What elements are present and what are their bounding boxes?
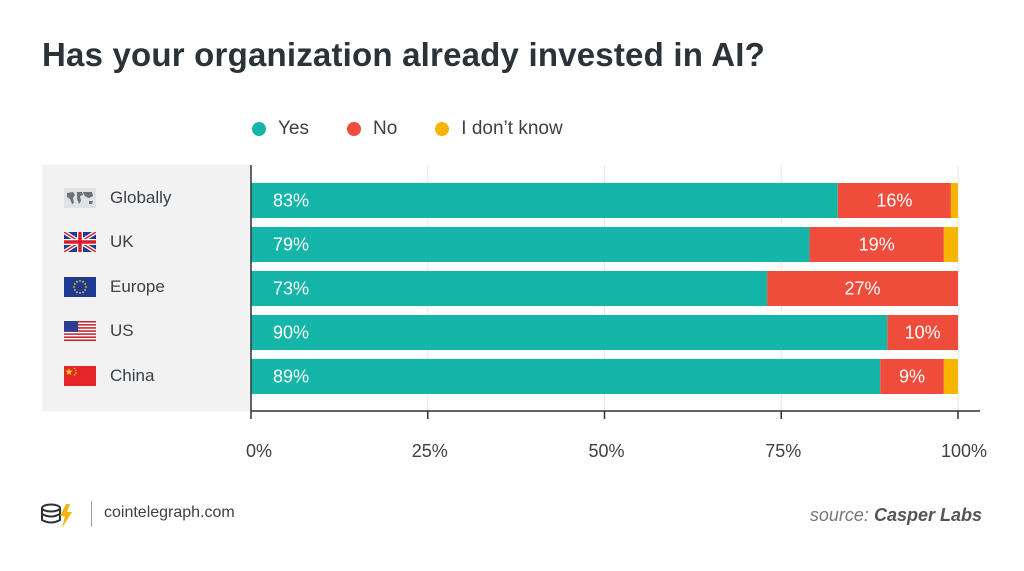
bar-us-yes — [251, 315, 888, 350]
legend-label-yes: Yes — [278, 118, 309, 139]
bar-label-china-yes: 89% — [273, 367, 309, 387]
bar-globally-no — [837, 183, 951, 218]
bar-europe-yes — [251, 271, 768, 306]
bar-uk-no — [809, 227, 944, 262]
bar-globally-i-don-t-know — [950, 183, 958, 218]
legend: Yes No I don’t know — [252, 118, 601, 140]
x-tick-label-25: 25% — [412, 441, 448, 461]
x-tick-label-100: 100% — [941, 441, 987, 461]
bar-globally-yes — [251, 183, 838, 218]
country-label-us: US — [110, 321, 134, 340]
country-label-europe: Europe — [110, 277, 165, 296]
bar-label-europe-no: 27% — [845, 279, 881, 299]
country-row-europe: Europe — [64, 277, 165, 297]
source-prefix: source: — [809, 505, 869, 525]
legend-label-no: No — [373, 118, 398, 139]
footer-site-link[interactable]: cointelegraph.com — [104, 504, 235, 521]
legend-dot-dont-know — [435, 122, 450, 136]
x-tick-label-75: 75% — [765, 441, 801, 461]
china-flag-icon — [64, 366, 96, 386]
bar-uk-i-don-t-know — [943, 227, 958, 262]
country-row-globally: Globally — [64, 188, 171, 208]
world-map-icon — [64, 188, 96, 208]
bar-label-europe-yes: 73% — [273, 279, 309, 299]
footer-separator — [91, 501, 92, 527]
legend-dot-yes — [252, 122, 266, 136]
x-tick-label-0: 0% — [246, 441, 272, 461]
bar-europe-no — [767, 271, 958, 306]
bar-label-uk-yes: 79% — [273, 235, 309, 255]
bar-us-no — [887, 315, 958, 350]
cointelegraph-logo-icon — [41, 503, 72, 528]
eu-flag-icon — [64, 277, 96, 297]
country-row-us: US — [64, 321, 134, 341]
bar-china-yes — [251, 359, 881, 394]
legend-dot-no — [347, 122, 361, 136]
bar-label-globally-no: 16% — [876, 191, 912, 211]
country-label-china: China — [110, 366, 155, 385]
bar-label-china-no: 9% — [899, 367, 925, 387]
source-credit: source: Casper Labs — [810, 505, 982, 526]
bar-china-no — [880, 359, 944, 394]
bar-uk-yes — [251, 227, 810, 262]
country-label-globally: Globally — [110, 188, 172, 207]
bar-label-uk-no: 19% — [859, 235, 895, 255]
country-label-uk: UK — [110, 232, 134, 251]
legend-item-dont-know: I don’t know — [435, 118, 563, 140]
uk-flag-icon — [64, 232, 96, 252]
legend-item-yes: Yes — [252, 118, 309, 140]
source-name: Casper Labs — [873, 505, 982, 525]
bar-china-i-don-t-know — [943, 359, 958, 394]
x-tick-label-50: 50% — [588, 441, 624, 461]
country-row-uk: UK — [64, 232, 134, 252]
legend-label-dont-know: I don’t know — [461, 118, 563, 139]
country-label-panel: Globally UK Europe — [42, 165, 251, 411]
legend-item-no: No — [347, 118, 397, 140]
chart-title: Has your organization already invested i… — [42, 36, 765, 73]
bar-label-globally-yes: 83% — [273, 191, 309, 211]
country-row-china: China — [64, 366, 154, 386]
us-flag-icon — [64, 321, 96, 341]
bar-label-us-no: 10% — [905, 323, 941, 343]
bar-label-us-yes: 90% — [273, 323, 309, 343]
